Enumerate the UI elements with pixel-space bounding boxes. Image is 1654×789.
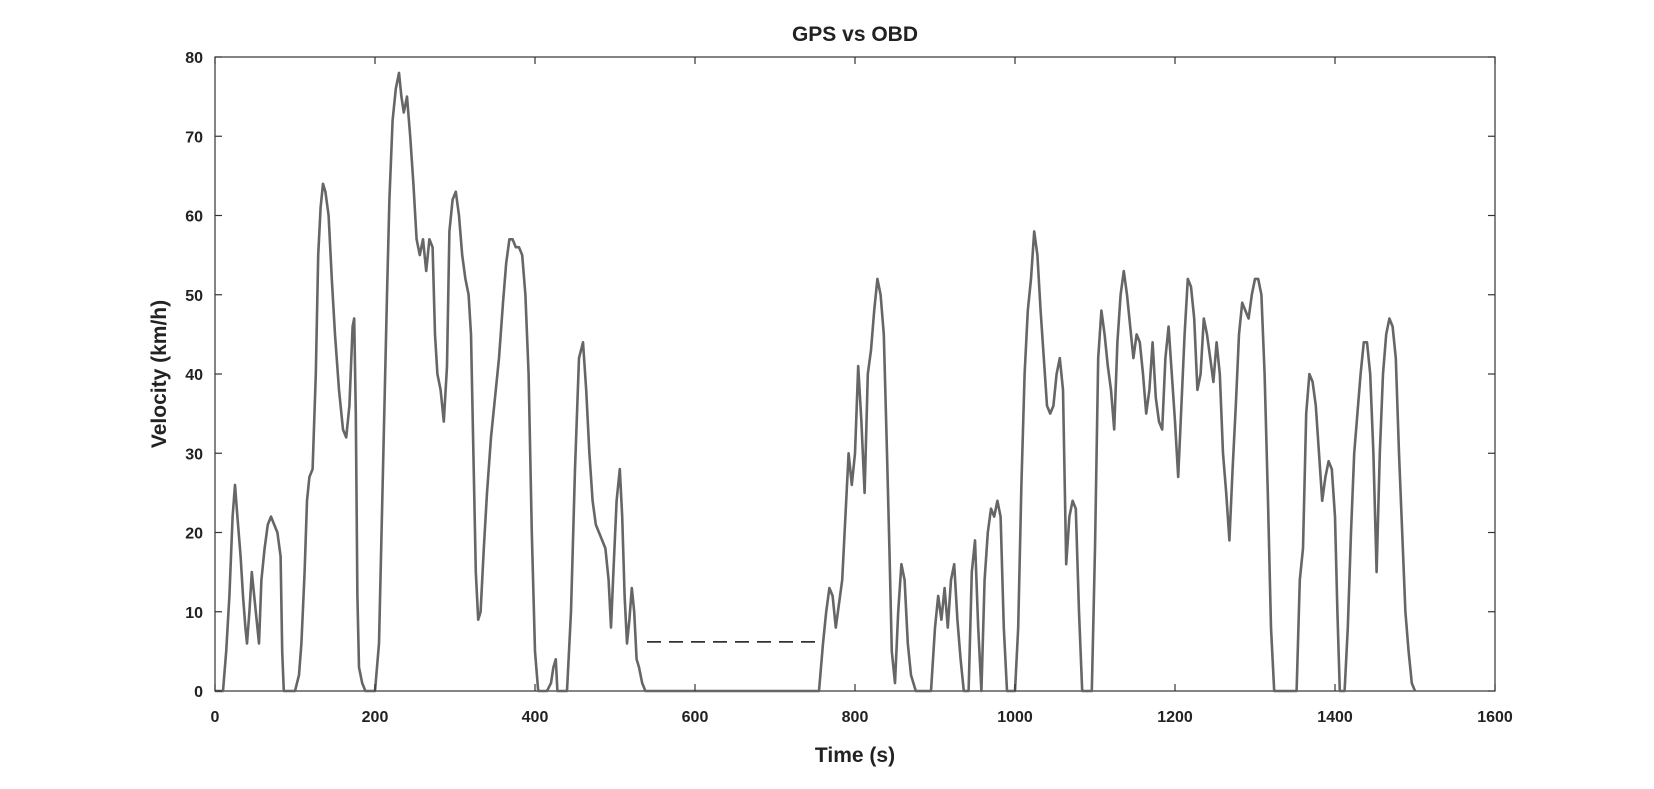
- x-tick-label: 200: [362, 709, 389, 726]
- y-axis-ticks: 0 10 20 30 40 50 60 70 80: [185, 50, 1495, 701]
- y-tick-label: 20: [185, 526, 203, 543]
- series-line-solid: [215, 71, 1417, 693]
- y-tick-label: 0: [194, 684, 203, 701]
- y-axis-label: Velocity (km/h): [148, 300, 171, 448]
- x-tick-label: 600: [682, 709, 709, 726]
- chart-title: GPS vs OBD: [792, 23, 918, 46]
- y-tick-label: 30: [185, 446, 203, 463]
- series-layer: [215, 71, 1417, 693]
- y-tick-label: 50: [185, 288, 203, 305]
- x-tick-label: 1000: [997, 709, 1033, 726]
- x-tick-label: 1600: [1477, 709, 1513, 726]
- x-tick-label: 1400: [1317, 709, 1353, 726]
- x-tick-label: 400: [522, 709, 549, 726]
- x-tick-label: 1200: [1157, 709, 1193, 726]
- y-tick-label: 70: [185, 129, 203, 146]
- x-axis-ticks: 0 200 400 600 800 1000 1200 1400 1600: [211, 57, 1513, 726]
- y-tick-label: 40: [185, 367, 203, 384]
- y-tick-label: 80: [185, 50, 203, 67]
- plot-area: [214, 56, 1496, 692]
- x-tick-label: 800: [842, 709, 869, 726]
- x-tick-label: 0: [211, 709, 220, 726]
- y-tick-label: 60: [185, 209, 203, 226]
- y-tick-label: 10: [185, 605, 203, 622]
- x-axis-label: Time (s): [815, 744, 895, 767]
